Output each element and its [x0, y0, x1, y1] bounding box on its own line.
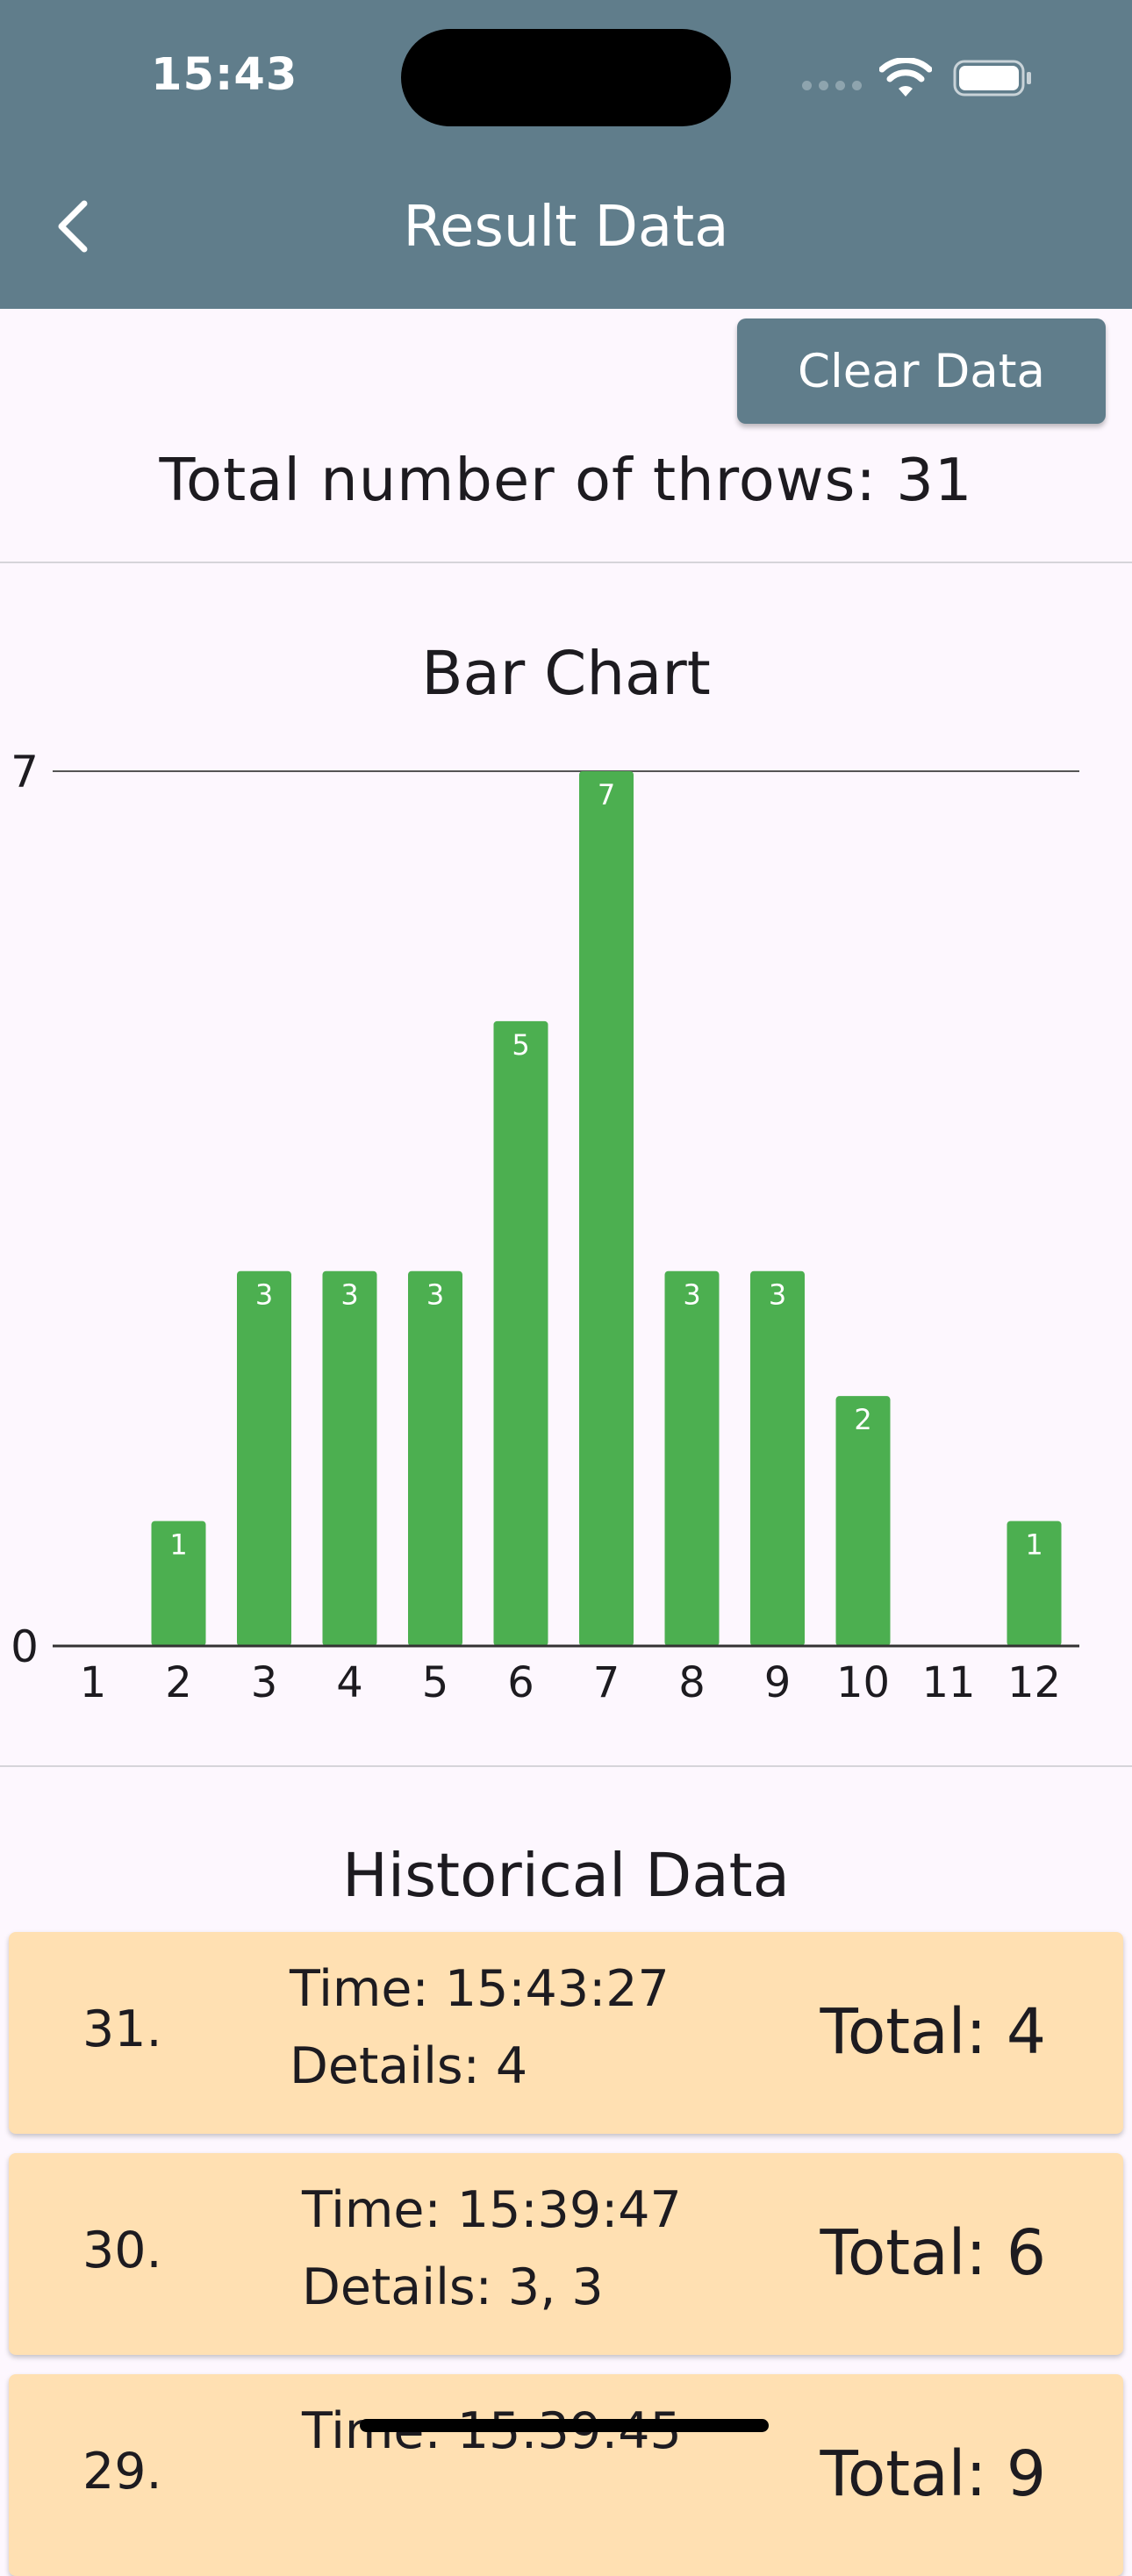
bar-value-label: 3	[340, 1278, 358, 1312]
back-button[interactable]	[49, 195, 102, 256]
history-total: Total: 4	[820, 1995, 1046, 2068]
x-tick-label: 3	[251, 1658, 278, 1707]
history-index: 30.	[82, 2222, 162, 2279]
bar	[237, 1270, 291, 1646]
dynamic-island	[401, 29, 731, 126]
divider	[0, 1765, 1132, 1767]
history-details: Details: 4	[290, 2037, 528, 2095]
y-tick-label: 0	[11, 1621, 39, 1672]
bar	[664, 1270, 720, 1646]
history-card[interactable]: 30. Time: 15:39:47 Details: 3, 3 Total: …	[9, 2153, 1123, 2355]
wifi-icon	[879, 58, 932, 97]
history-time: Time: 15:39:47	[302, 2181, 682, 2239]
bar	[1007, 1521, 1062, 1646]
history-time: Time: 15:43:27	[290, 1960, 670, 2018]
historical-data-title: Historical Data	[342, 1841, 790, 1911]
history-card[interactable]: 29. Time: 15:39:45 Total: 9	[9, 2374, 1123, 2576]
history-card[interactable]: 31. Time: 15:43:27 Details: 4 Total: 4	[9, 1932, 1123, 2134]
y-tick-label: 7	[11, 747, 39, 798]
x-tick-label: 11	[921, 1658, 975, 1707]
bar	[408, 1270, 462, 1646]
bar	[750, 1270, 805, 1646]
x-tick-label: 6	[507, 1658, 534, 1707]
history-details: Details: 3, 3	[302, 2258, 604, 2316]
page-title: Result Data	[403, 195, 729, 260]
x-tick-label: 7	[593, 1658, 620, 1707]
chart-title: Bar Chart	[421, 639, 711, 709]
history-index: 31.	[82, 2000, 162, 2058]
bar-value-label: 3	[426, 1278, 444, 1312]
app-bar: 15:43 Result Data	[0, 0, 1132, 309]
bar	[579, 771, 634, 1646]
total-throws-label: Total number of throws: 31	[159, 446, 973, 514]
bar-value-label: 3	[255, 1278, 273, 1312]
bar-value-label: 1	[1025, 1528, 1042, 1562]
bar	[835, 1396, 891, 1646]
history-index: 29.	[82, 2443, 162, 2501]
x-tick-label: 12	[1007, 1658, 1061, 1707]
x-tick-label: 9	[764, 1658, 792, 1707]
x-tick-label: 5	[422, 1658, 449, 1707]
bar	[151, 1521, 206, 1646]
bar-value-label: 7	[598, 778, 615, 812]
bar	[322, 1270, 377, 1646]
bar-value-label: 5	[512, 1028, 529, 1062]
bar-value-label: 1	[169, 1528, 187, 1562]
bar-value-label: 3	[683, 1278, 700, 1312]
bar-value-label: 2	[854, 1403, 871, 1436]
x-tick-label: 4	[336, 1658, 363, 1707]
clear-data-button[interactable]: Clear Data	[737, 318, 1106, 424]
back-arrow-icon	[58, 200, 88, 253]
x-tick-label: 1	[80, 1658, 107, 1707]
x-tick-label: 2	[165, 1658, 192, 1707]
bar	[493, 1020, 548, 1646]
history-total: Total: 9	[820, 2437, 1046, 2510]
bar-value-label: 3	[769, 1278, 786, 1312]
status-time: 15:43	[151, 49, 298, 101]
history-total: Total: 6	[820, 2216, 1046, 2289]
battery-icon	[953, 60, 1031, 97]
cellular-signal-icon	[802, 81, 863, 91]
x-tick-label: 8	[678, 1658, 706, 1707]
x-tick-label: 10	[836, 1658, 890, 1707]
home-indicator	[360, 2419, 769, 2432]
divider	[0, 562, 1132, 563]
